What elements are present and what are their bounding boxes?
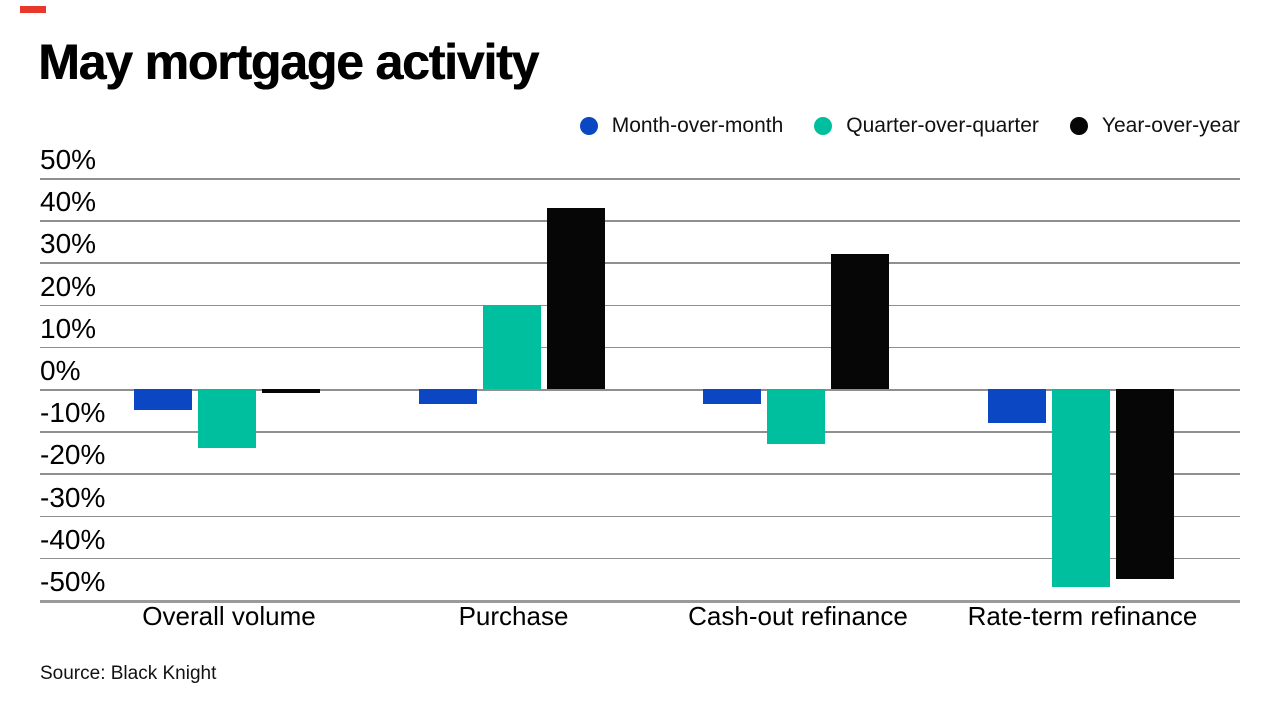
bar-month-over-month-overall-volume [134,389,192,411]
y-tick-label-50: 50% [40,144,97,175]
bar-month-over-month-rate-term-refinance [987,389,1046,423]
legend-dot-year-over-year [1069,117,1088,135]
gridline-30 [40,262,1240,264]
gridline-0 [40,389,1240,391]
y-tick-label-20: 20% [40,270,97,302]
chart-legend: Month-over-month Quarter-over-quarter Ye… [579,114,1240,138]
x-category-label-cash-out-refinance: Cash-out refinance [688,601,908,631]
legend-label: Year-over-year [1101,114,1240,137]
bar-quarter-over-quarter-rate-term-refinance [1051,389,1110,588]
y-tick-label-10: 10% [40,312,97,344]
y-tick-label-30: 30% [40,228,97,260]
bar-year-over-year-overall-volume [262,389,320,394]
y-tick-label--30: -30% [40,481,106,513]
bar-year-over-year-rate-term-refinance [1115,389,1174,579]
bar-year-over-year-cash-out-refinance [831,253,889,389]
y-tick-label-40: 40% [40,186,97,218]
bar-quarter-over-quarter-cash-out-refinance [767,389,825,444]
x-category-label-purchase: Purchase [458,601,569,631]
x-category-label-overall-volume: Overall volume [142,601,316,631]
bar-month-over-month-cash-out-refinance [703,389,761,404]
legend-item-month-over-month: Month-over-month [579,114,784,138]
legend-label: Month-over-month [611,114,784,137]
y-tick-label-0: 0% [40,355,81,386]
bar-year-over-year-purchase [546,207,605,389]
gridline--40 [40,557,1240,560]
brand-accent-dash [20,6,46,13]
gridline--10 [40,431,1240,433]
bar-quarter-over-quarter-purchase [482,304,541,389]
gridline--20 [40,473,1240,475]
gridline--50 [40,600,1240,603]
legend-label: Quarter-over-quarter [846,114,1039,137]
gridline-50 [40,178,1240,180]
bar-quarter-over-quarter-overall-volume [198,389,256,449]
bar-month-over-month-purchase [418,389,477,404]
source-attribution: Source: Black Knight [40,663,217,684]
legend-item-year-over-year: Year-over-year [1069,114,1240,138]
legend-dot-quarter-over-quarter [814,117,833,135]
y-tick-label--40: -40% [40,523,106,555]
gridline-40 [40,220,1240,222]
y-tick-label--50: -50% [40,566,106,597]
x-category-label-rate-term-refinance: Rate-term refinance [967,601,1198,631]
y-tick-label--20: -20% [40,439,106,471]
legend-item-quarter-over-quarter: Quarter-over-quarter [814,114,1039,138]
legend-dot-month-over-month [579,117,598,135]
gridline-20 [40,304,1240,307]
gridline--30 [40,515,1240,518]
gridline-10 [40,346,1240,349]
y-tick-label--10: -10% [40,397,106,429]
chart-title: May mortgage activity [38,34,539,90]
